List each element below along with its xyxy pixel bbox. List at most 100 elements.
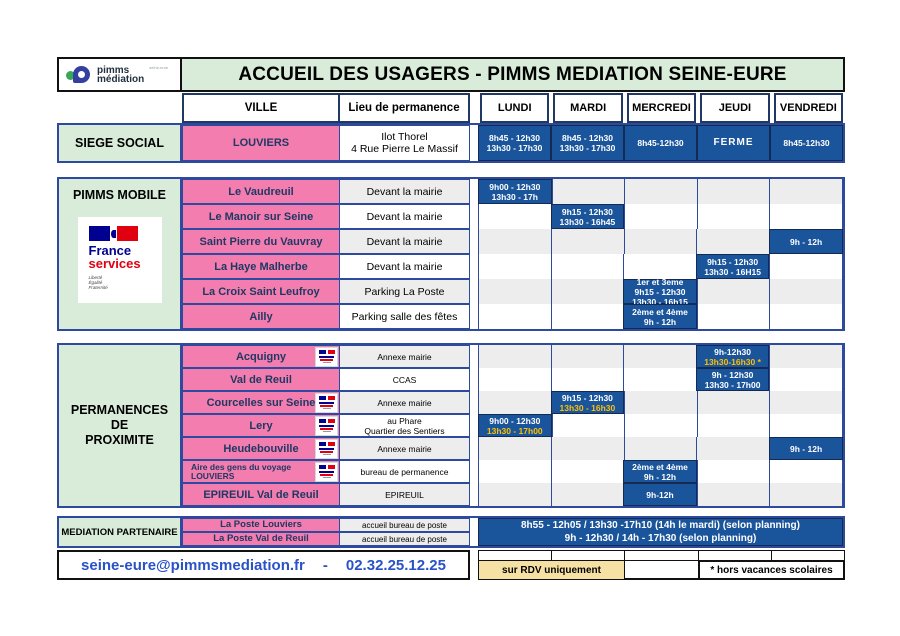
table-row: La Poste Val de Reuil accueil bureau de p… xyxy=(182,532,470,546)
day-headers: LUNDI MARDI MERCREDI JEUDI VENDREDI xyxy=(478,93,845,123)
empty-day-cell xyxy=(478,304,551,329)
city-name: Heudebouville xyxy=(223,442,299,455)
french-flag-icon xyxy=(318,349,335,354)
sections-container: SIEGE SOCIAL LOUVIERS Ilot Thorel 4 Rue Pie… xyxy=(57,123,845,548)
city-cell: Saint Pierre du Vauvray xyxy=(182,229,340,254)
lieu-cell: Annexe mairie xyxy=(340,437,470,460)
legend-row: sur RDV uniquement * hors vacances scola… xyxy=(478,561,845,580)
day-header-cell: JEUDI xyxy=(698,93,771,123)
france-services-mini-logo xyxy=(315,346,338,367)
lieu-cell: Devant la mairie xyxy=(340,229,470,254)
france-services-text: services xyxy=(88,256,141,271)
empty-day-cell xyxy=(550,460,624,483)
schedule-time: 2ème et 4ème xyxy=(632,306,688,317)
empty-day-cell xyxy=(551,414,625,437)
day-cells: 9h - 12h30 13h30 - 17h00 xyxy=(478,368,843,391)
city-name: Aire des gens du voyage xyxy=(191,461,292,472)
city-cell: Courcelles sur Seine xyxy=(182,391,340,414)
schedule-cell: 1er et 3eme 9h15 - 12h30 13h30 - 16h15 xyxy=(623,277,697,307)
city-cell: La Poste Louviers xyxy=(182,518,340,532)
footer-phone: 02.32.25.12.25 xyxy=(345,556,446,574)
city-cell: La Croix Saint Leufroy xyxy=(182,279,340,304)
lieu-text: 4 Rue Pierre Le Massif xyxy=(351,143,458,155)
france-services-text: France xyxy=(88,243,132,258)
lieu-text: Devant la mairie xyxy=(366,235,443,248)
schedule-time: 13h30 - 16h15 xyxy=(632,296,688,307)
schedule-time: 9h - 12h xyxy=(643,316,677,327)
city-name: Courcelles sur Seine xyxy=(206,396,316,409)
legend-grid-cell xyxy=(551,551,624,560)
table-row: Acquigny Annexe mairie 9h-12h30 13h30-16h30… xyxy=(182,345,843,368)
schedule-time: 9h15 - 12h30 xyxy=(561,392,613,403)
france-services-mini-logo xyxy=(315,438,338,459)
empty-day-cell xyxy=(478,279,551,304)
schedule-time: 8h45-12h30 xyxy=(637,138,684,148)
section-label-proximite: PERMANENCES DE PROXIMITE xyxy=(59,345,182,506)
schedule-cell: 9h - 12h xyxy=(769,437,843,460)
city-cell: Le Manoir sur Seine xyxy=(182,204,340,229)
schedule-time: 13h30 - 17h xyxy=(491,191,538,202)
city-cell: Heudebouville xyxy=(182,437,340,460)
table-row: Val de Reuil CCAS 9h - 12h30 13h30 - 17h00 xyxy=(182,368,843,391)
empty-day-cell xyxy=(696,437,770,460)
lieu-cell: Parking La Poste xyxy=(340,279,470,304)
city-name: Lery xyxy=(249,419,273,432)
day-cells: 9h - 12h xyxy=(478,437,843,460)
empty-day-cell xyxy=(478,254,551,279)
section-label-text: SIEGE SOCIAL xyxy=(75,135,164,150)
lieu-text: EPIREUIL xyxy=(385,489,424,500)
lieu-cell: accueil bureau de poste xyxy=(340,532,470,546)
empty-day-cell xyxy=(624,179,697,204)
lieu-text: Annexe mairie xyxy=(377,443,432,454)
french-flag-icon xyxy=(88,226,162,241)
schedule-cell: 2ème et 4ème 9h - 12h xyxy=(623,460,697,483)
footer-email: seine-eure@pimmsmediation.fr xyxy=(81,556,305,574)
empty-day-cell xyxy=(696,391,770,414)
lieu-text: Devant la mairie xyxy=(366,260,443,273)
schedule-time: 8h45 - 12h30 xyxy=(561,133,614,143)
empty-day-cell xyxy=(550,345,624,368)
city-name: Val de Reuil xyxy=(230,373,292,386)
lieu-text: Annexe mairie xyxy=(377,351,432,362)
city-cell: La Poste Val de Reuil xyxy=(182,532,340,546)
empty-day-cell xyxy=(769,204,843,229)
empty-day-cell xyxy=(550,254,624,279)
schedule-time: 13h30 - 16h30 xyxy=(559,402,616,413)
city-name: Le Vaudreuil xyxy=(228,185,294,198)
france-services-mini-logo xyxy=(315,392,338,413)
city-cell: Val de Reuil xyxy=(182,368,340,391)
schedule-time: 8h55 - 12h05 / 13h30 -17h10 (14h le mard… xyxy=(521,520,800,531)
legend-grid-cell xyxy=(624,551,697,560)
schedule-time: 9h - 12h xyxy=(643,471,677,482)
pimms-logo-icon xyxy=(66,64,92,86)
schedule-time: 9h15 - 12h30 xyxy=(561,206,613,217)
section-label-text: DE xyxy=(110,418,129,432)
schedule-time: 9h - 12h xyxy=(790,443,823,454)
legend-grid-cell xyxy=(479,551,551,560)
legend-grid-row xyxy=(478,550,845,561)
day-cells: 9h00 - 12h30 13h30 - 17h00 xyxy=(478,414,843,437)
empty-day-cell xyxy=(550,229,624,254)
empty-day-cell xyxy=(624,414,697,437)
schedule-time: 9h - 12h30 / 14h - 17h30 (selon planning… xyxy=(564,533,757,544)
french-flag-icon xyxy=(318,395,335,400)
city-name: La Haye Malherbe xyxy=(214,260,308,273)
table-row: La Croix Saint Leufroy Parking La Poste 1e… xyxy=(182,277,843,307)
schedule-cell: 9h00 - 12h30 13h30 - 17h xyxy=(478,179,552,204)
empty-day-cell xyxy=(623,368,696,391)
pimms-logo-text: pimms médiation xyxy=(97,65,144,84)
legend-middle-spacer xyxy=(625,561,698,580)
empty-day-cell xyxy=(623,229,697,254)
schedule-cell: 2ème et 4ème 9h - 12h xyxy=(623,304,697,329)
city-cell: LOUVIERS xyxy=(182,125,340,161)
schedule-cell: 9h - 12h30 13h30 - 17h00 xyxy=(695,368,770,391)
table-row: EPIREUIL Val de Reuil EPIREUIL 9h-12h xyxy=(182,483,843,506)
table-row: Ailly Parking salle des fêtes 2ème et 4ème… xyxy=(182,304,843,329)
section-label-text: PIMMS MOBILE xyxy=(72,188,167,202)
lieu-cell: Annexe mairie xyxy=(340,345,470,368)
french-flag-icon xyxy=(318,418,335,423)
schedule-time: 13h30 - 17h00 xyxy=(486,425,543,436)
city-cell: Acquigny xyxy=(182,345,340,368)
empty-day-cell xyxy=(623,345,696,368)
city-name: LOUVIERS xyxy=(232,137,290,149)
